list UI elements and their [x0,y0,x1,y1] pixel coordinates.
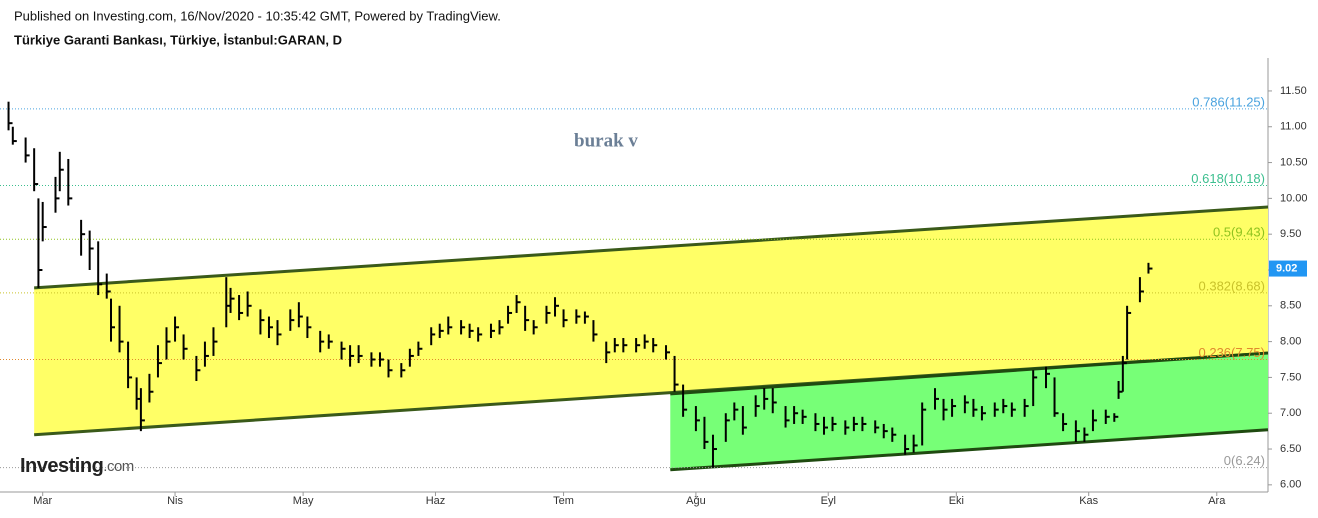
logo: Investing.com [20,455,134,477]
channel-edge [34,205,1269,290]
fib-label: 0.236(7.75) [1199,345,1266,360]
y-tick-label: 9.50 [1280,228,1301,240]
x-tick-label: Ara [1208,495,1226,507]
y-tick-label: 6.00 [1280,479,1301,491]
channel-edge [670,351,1269,396]
y-tick-label: 11.50 [1280,85,1307,97]
x-tick-label: Kas [1079,495,1098,507]
last-price-box [1269,260,1307,277]
y-tick-label: 10.50 [1280,156,1308,168]
published-note: Published on Investing.com, 16/Nov/2020 … [14,8,501,23]
fib-label: 0.5(9.43) [1213,225,1265,240]
y-tick-label: 7.00 [1280,407,1301,419]
y-tick-label: 8.50 [1280,300,1301,312]
fib-label: 0.382(8.68) [1199,278,1266,293]
y-tick-label: 7.50 [1280,371,1301,383]
channel [34,206,1268,435]
fib-label: 0.786(11.25) [1192,94,1265,109]
symbol-title: Türkiye Garanti Bankası, Türkiye, İstanb… [14,32,342,47]
last-price-label: 9.02 [1276,262,1297,274]
annotation: burak v [574,130,638,151]
x-tick-label: Eyl [821,495,836,507]
channel-edge [670,428,1269,472]
x-tick-label: Nis [167,495,183,507]
fib-label: 0(6.24) [1224,453,1265,468]
y-tick-label: 8.00 [1280,336,1301,348]
background-layer [0,58,1269,493]
logo-brand: Investing [20,455,103,477]
x-tick-label: Tem [553,495,574,507]
x-tick-label: Mar [33,495,52,507]
logo-suffix: .com [103,458,134,475]
x-tick-label: Ağu [686,495,706,507]
x-tick-label: Haz [426,495,446,507]
y-tick-label: 11.00 [1280,121,1307,133]
y-tick-label: 10.00 [1280,192,1308,204]
fib-label: 0.618(10.18) [1191,171,1265,186]
y-tick-label: 6.50 [1280,443,1301,455]
x-tick-label: Eki [949,495,964,507]
x-tick-label: May [293,495,314,507]
